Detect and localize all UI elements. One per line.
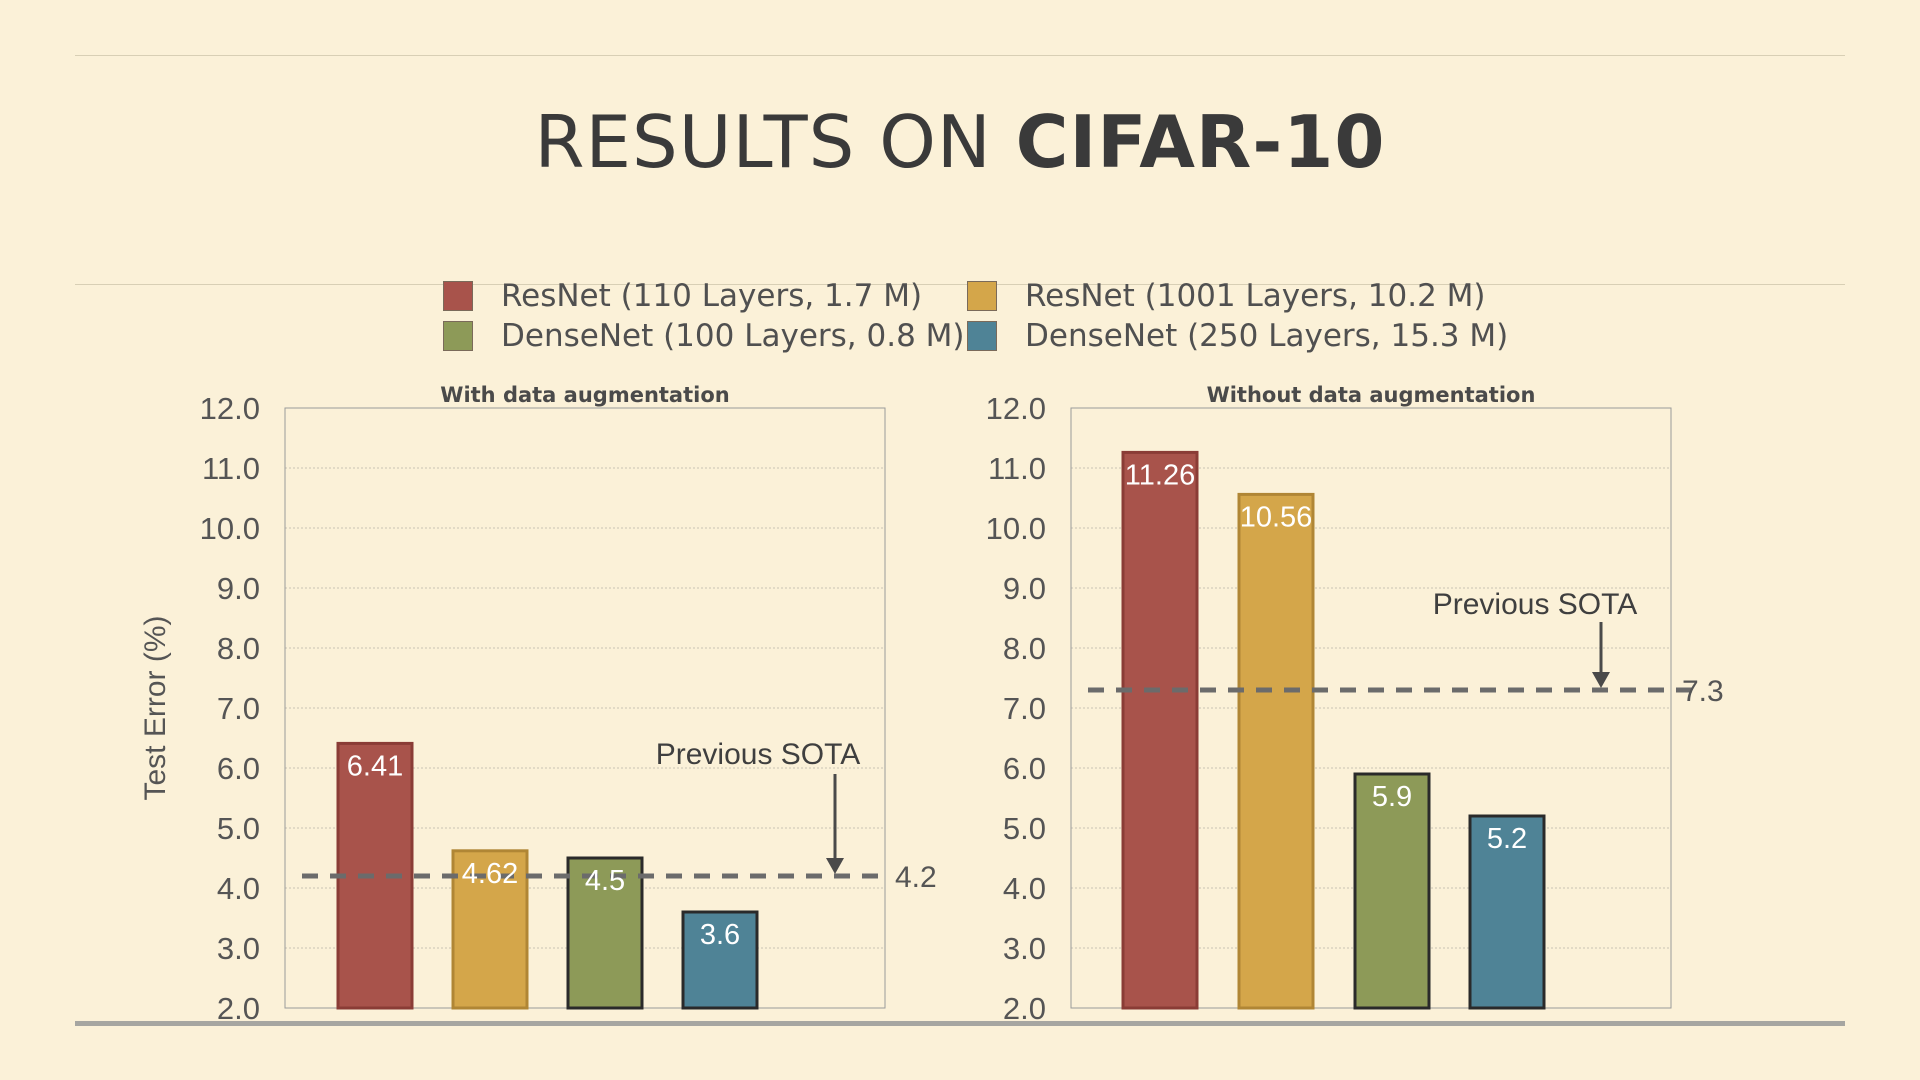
legend-swatch (967, 321, 997, 351)
legend-item-densenet-250: DenseNet (250 Layers, 15.3 M) (967, 316, 1508, 356)
title-bold: CIFAR-10 (1015, 100, 1386, 184)
bar (1468, 814, 1546, 1010)
legend-label: ResNet (110 Layers, 1.7 M) (501, 278, 923, 314)
legend-label: ResNet (1001 Layers, 10.2 M) (1025, 278, 1486, 314)
bar (1121, 450, 1199, 1010)
legend-item-resnet-110: ResNet (110 Layers, 1.7 M) (443, 276, 922, 316)
legend-label: DenseNet (250 Layers, 15.3 M) (1025, 318, 1509, 354)
data-label: 5.9 (1372, 781, 1412, 813)
y-tick-label: 7.0 (1003, 691, 1046, 726)
mid-divider (75, 284, 1845, 285)
y-tick-label: 10.0 (200, 511, 260, 546)
y-tick-label: 7.0 (217, 691, 260, 726)
y-tick-label: 4.0 (1003, 871, 1046, 906)
data-label: 10.56 (1240, 501, 1313, 533)
panel-title: With data augmentation (440, 383, 729, 407)
annotation-arrowhead (1592, 672, 1610, 688)
top-divider (75, 55, 1845, 56)
data-label: 4.5 (585, 865, 625, 897)
panel-title: Without data augmentation (1207, 383, 1536, 407)
title-light: RESULTS ON (534, 100, 992, 184)
bar (1353, 772, 1431, 1010)
legend-item-densenet-100: DenseNet (100 Layers, 0.8 M) (443, 316, 965, 356)
y-tick-label: 5.0 (217, 811, 260, 846)
y-tick-label: 8.0 (1003, 631, 1046, 666)
legend-label: DenseNet (100 Layers, 0.8 M) (501, 318, 965, 354)
y-tick-label: 4.0 (217, 871, 260, 906)
y-tick-label: 12.0 (986, 391, 1046, 426)
y-tick-label: 11.0 (202, 451, 260, 486)
y-tick-label: 3.0 (217, 931, 260, 966)
data-label: 6.41 (347, 750, 403, 782)
y-tick-label: 2.0 (217, 991, 260, 1026)
bottom-divider (75, 1021, 1845, 1026)
reference-value-label: 4.2 (895, 861, 937, 894)
annotation-arrowhead (826, 858, 844, 874)
y-tick-label: 10.0 (986, 511, 1046, 546)
y-tick-label: 12.0 (200, 391, 260, 426)
bar (1237, 492, 1315, 1010)
reference-value-label: 7.3 (1682, 675, 1724, 708)
data-label: 11.26 (1125, 459, 1195, 491)
y-tick-label: 6.0 (1003, 751, 1046, 786)
y-tick-label: 3.0 (1003, 931, 1046, 966)
y-tick-label: 5.0 (1003, 811, 1046, 846)
y-tick-label: 9.0 (217, 571, 260, 606)
y-axis-label: Test Error (%) (139, 615, 172, 800)
y-tick-label: 9.0 (1003, 571, 1046, 606)
data-label: 3.6 (700, 919, 740, 951)
y-tick-label: 6.0 (217, 751, 260, 786)
bar (681, 910, 759, 1010)
data-label: 5.2 (1487, 823, 1527, 855)
y-tick-label: 2.0 (1003, 991, 1046, 1026)
sota-annotation: Previous SOTA (1433, 588, 1638, 621)
legend-item-resnet-1001: ResNet (1001 Layers, 10.2 M) (967, 276, 1486, 316)
y-tick-label: 11.0 (988, 451, 1046, 486)
sota-annotation: Previous SOTA (656, 738, 861, 771)
page-title: RESULTS ON CIFAR-10 (0, 100, 1920, 184)
bar (451, 849, 529, 1010)
bar (566, 856, 644, 1010)
legend-swatch (443, 321, 473, 351)
data-label: 4.62 (462, 858, 518, 890)
legend-swatch (443, 281, 473, 311)
legend-swatch (967, 281, 997, 311)
y-tick-label: 8.0 (217, 631, 260, 666)
